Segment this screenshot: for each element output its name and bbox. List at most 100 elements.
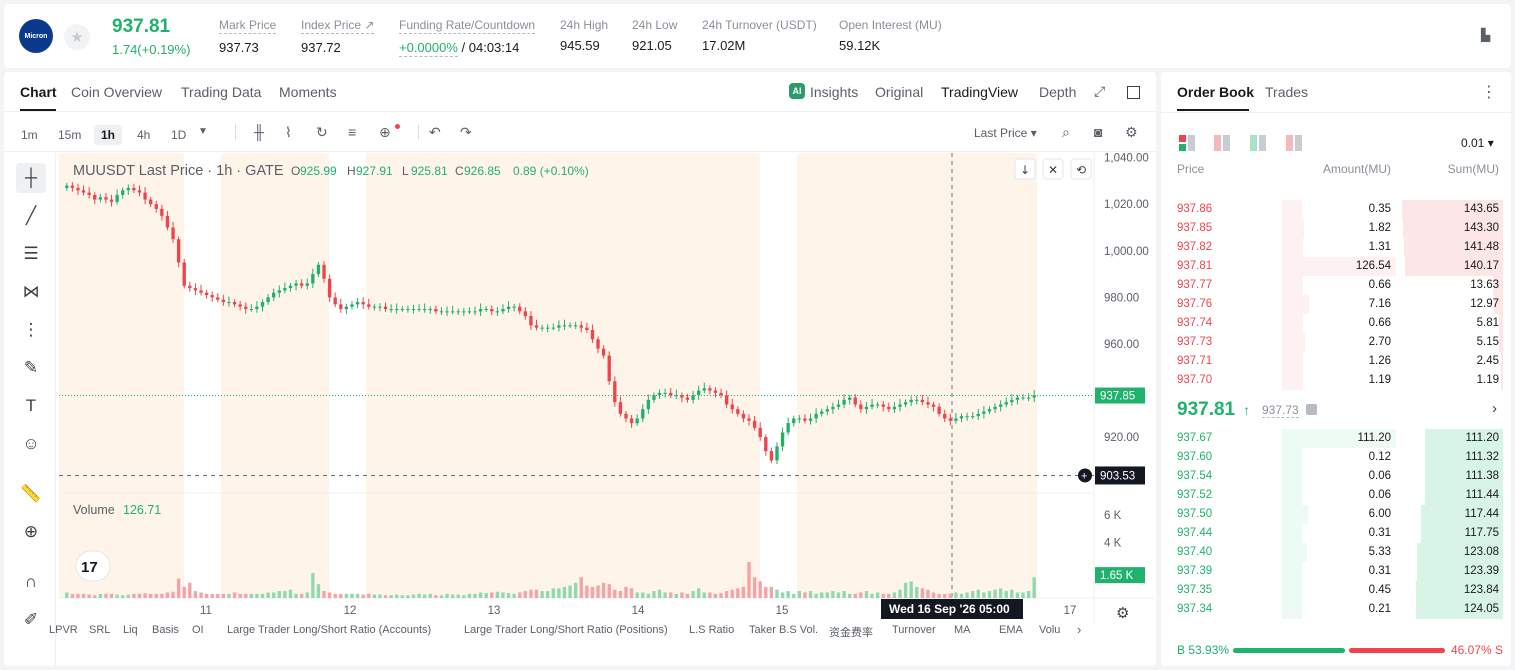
mode-bids-icon[interactable] [1250,135,1266,151]
interval-dropdown-icon[interactable]: ▼ [198,126,208,137]
lock-draw-tool-icon[interactable]: ✐ [23,610,39,629]
stat-index-price[interactable]: Index Price ↗ 937.72 [301,18,375,55]
view-depth[interactable]: Depth [1039,84,1077,100]
fullscreen-icon[interactable] [1127,86,1140,99]
view-tradingview[interactable]: TradingView [941,84,1019,100]
mode-asks-icon[interactable] [1214,135,1230,151]
indicator-item[interactable]: Volu [1039,624,1061,636]
templates-icon[interactable]: ≡ [348,124,357,140]
search-icon[interactable]: ⌕ [1062,124,1070,140]
candle-body [1032,395,1036,398]
fib-tool-icon[interactable]: ☰ [23,244,39,263]
indicator-item[interactable]: EMA [999,624,1023,636]
more-menu-icon[interactable]: ⋮ [1481,84,1497,101]
tab-trades[interactable]: Trades [1265,84,1309,100]
bid-row[interactable]: 937.34 0.21 124.05 [1161,600,1511,619]
ruler-tool-icon[interactable]: 📏 [20,484,42,503]
mode-compact-icon[interactable] [1286,135,1302,151]
candle-body [148,199,153,205]
view-insights[interactable]: Insights [810,84,859,100]
candlestick-chart[interactable]: 1,040.00 1,020.00 1,000.00 980.00 960.00 920.… [59,153,1154,623]
bid-row[interactable]: 937.35 0.45 123.84 [1161,581,1511,600]
text-tool-icon[interactable]: T [25,396,37,415]
candle-body [579,325,583,328]
ask-row[interactable]: 937.71 1.26 2.45 [1161,352,1511,371]
view-original[interactable]: Original [875,84,924,100]
projection-tool-icon[interactable]: ⋮ [22,320,40,339]
bid-row[interactable]: 937.67 111.20 111.20 [1161,429,1511,448]
magnet-tool-icon[interactable]: ∩ [24,572,38,591]
bid-row[interactable]: 937.50 6.00 117.44 [1161,505,1511,524]
bid-row[interactable]: 937.54 0.06 111.38 [1161,467,1511,486]
expand-icon[interactable]: ⤢ [1094,83,1106,99]
bid-row[interactable]: 937.39 0.31 123.39 [1161,562,1511,581]
ask-row[interactable]: 937.73 2.70 5.15 [1161,333,1511,352]
indicator-item[interactable]: Liq [123,624,138,636]
ask-row[interactable]: 937.82 1.31 141.48 [1161,238,1511,257]
volume-bar [540,591,544,598]
indicator-item[interactable]: Large Trader Long/Short Ratio (Positions… [464,624,668,636]
interval-4h[interactable]: 4h [137,128,151,142]
pattern-tool-icon[interactable]: ⋈ [22,282,40,301]
ask-row[interactable]: 937.76 7.16 12.97 [1161,295,1511,314]
bid-row[interactable]: 937.44 0.31 117.75 [1161,524,1511,543]
interval-1m[interactable]: 1m [21,128,38,142]
indicator-item[interactable]: MA [954,624,971,636]
ohlc-key: C [455,164,464,178]
volume-bar [674,593,678,598]
tab-trading-data[interactable]: Trading Data [181,84,262,100]
bid-row[interactable]: 937.60 0.12 111.32 [1161,448,1511,467]
ask-row[interactable]: 937.74 0.66 5.81 [1161,314,1511,333]
bid-row[interactable]: 937.40 5.33 123.08 [1161,543,1511,562]
redo-icon[interactable]: ↷ [460,124,472,140]
volume-bar [842,591,846,598]
price-type-select[interactable]: Last Price ▾ [974,126,1037,140]
precision-select[interactable]: 0.01 ▾ [1461,136,1494,150]
favorite-star-icon[interactable]: ★ [64,24,90,50]
tab-moments[interactable]: Moments [279,84,337,100]
ask-row[interactable]: 937.81 126.54 140.17 [1161,257,1511,276]
indicator-item[interactable]: LPVR [49,624,78,636]
zoom-tool-icon[interactable]: ⊕ [23,522,39,541]
brush-tool-icon[interactable]: ✎ [23,358,39,377]
indicator-item[interactable]: OI [192,624,204,636]
interval-15m[interactable]: 15m [58,128,82,142]
ask-row[interactable]: 937.85 1.82 143.30 [1161,219,1511,238]
indicator-item[interactable]: Taker B.S Vol. [749,624,819,636]
indicator-item[interactable]: 资金费率 [829,627,873,639]
settings-gear-icon[interactable]: ⚙ [1125,124,1138,140]
book-icon[interactable]: ▙ [1481,28,1491,42]
undo-icon[interactable]: ↶ [429,124,441,140]
candles-type-icon[interactable]: ╫ [254,124,264,140]
indicator-item[interactable]: Large Trader Long/Short Ratio (Accounts) [227,624,432,636]
trendline-tool-icon[interactable]: ╱ [25,206,37,225]
interval-1d[interactable]: 1D [171,128,187,142]
indicator-item[interactable]: SRL [89,624,111,636]
volume-bar [792,593,796,598]
emoji-tool-icon[interactable]: ☺ [22,434,40,453]
ask-row[interactable]: 937.70 1.19 1.19 [1161,371,1511,390]
order-sum: 140.17 [1463,260,1499,272]
indicators-icon[interactable]: ⌇ [285,124,292,140]
indicator-item[interactable]: Turnover [892,624,936,636]
crosshair-tool-icon[interactable]: ┼ [16,163,46,193]
tab-order-book[interactable]: Order Book [1177,84,1255,100]
ask-row[interactable]: 937.77 0.66 13.63 [1161,276,1511,295]
camera-icon[interactable]: ◙ [1094,124,1103,140]
scroll-right-icon[interactable]: › [1077,622,1082,637]
replay-icon[interactable]: ↻ [316,124,328,140]
amount-depth-bar [1282,200,1303,219]
indicator-item[interactable]: L.S Ratio [689,624,735,636]
indicator-item[interactable]: Basis [152,624,179,636]
mid-price: 937.81 [1177,399,1236,420]
bid-row[interactable]: 937.52 0.06 111.44 [1161,486,1511,505]
ask-row[interactable]: 937.86 0.35 143.65 [1161,200,1511,219]
tab-chart[interactable]: Chart [20,84,57,100]
volume-bar [87,594,91,598]
mode-both-icon[interactable] [1179,135,1195,151]
candle-body [697,390,701,396]
chevron-right-icon[interactable]: › [1492,400,1497,417]
add-indicator-icon[interactable]: ⊕ [379,124,391,140]
tab-coin-overview[interactable]: Coin Overview [71,84,163,100]
interval-1h[interactable]: 1h [94,125,123,145]
